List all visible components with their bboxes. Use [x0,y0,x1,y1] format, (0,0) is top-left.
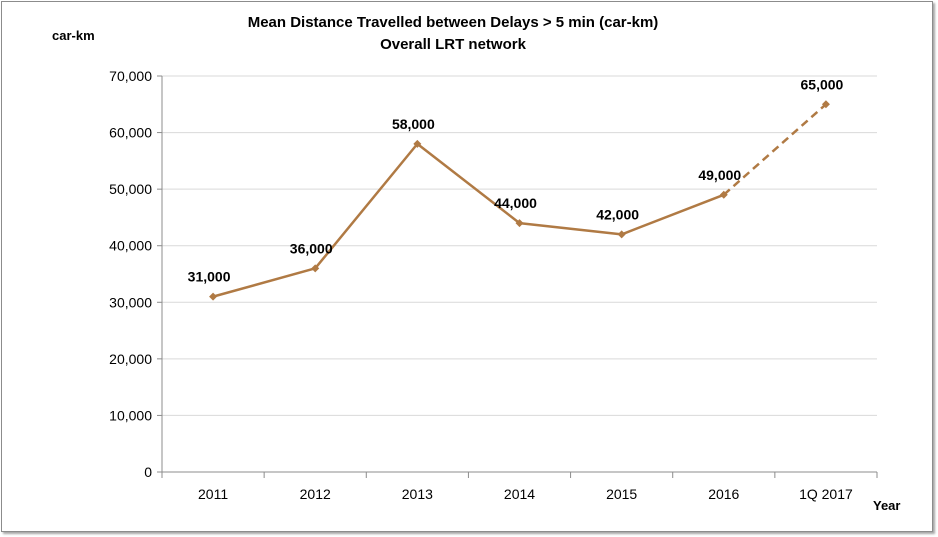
x-tick-label: 1Q 2017 [799,486,853,502]
data-label: 44,000 [494,195,537,211]
data-label: 36,000 [290,240,333,256]
axes [157,75,878,478]
gridlines [162,75,877,416]
data-point [515,219,524,228]
data-label: 31,000 [188,269,231,285]
y-tick-label: 0 [144,464,152,480]
data-label: 42,000 [596,206,639,222]
x-axis-label: Year [873,498,900,513]
x-tick-label: 2016 [708,486,739,502]
x-tick-label: 2013 [402,486,433,502]
data-label: 65,000 [801,76,844,92]
x-tick-labels: 2011 2012 2013 2014 2015 2016 1Q 2017 [198,486,853,502]
series-line-dashed [722,103,827,196]
y-tick-label: 30,000 [109,294,152,310]
series-line [212,103,827,298]
data-point [719,190,728,199]
y-tick-label: 10,000 [109,407,152,423]
y-tick-label: 70,000 [109,68,152,84]
data-label: 49,000 [698,167,741,183]
data-labels: 31,000 36,000 58,000 44,000 42,000 49,000 65,0… [188,76,844,284]
chart-subtitle: Overall LRT network [380,36,527,53]
y-tick-label: 60,000 [109,125,152,141]
data-point [311,264,320,273]
y-tick-label: 50,000 [109,181,152,197]
y-tick-labels: 0 10,000 20,000 30,000 40,000 50,000 60,000 70,… [109,68,152,480]
y-axis-label: car-km [52,28,95,43]
series-line-solid [212,142,725,298]
x-tick-label: 2014 [504,486,535,502]
y-tick-label: 20,000 [109,351,152,367]
chart-title: Mean Distance Travelled between Delays >… [248,14,659,31]
y-tick-label: 40,000 [109,238,152,254]
x-tick-label: 2012 [300,486,331,502]
data-point [209,292,218,301]
data-point [617,230,626,239]
data-point [821,100,830,109]
data-label: 58,000 [392,116,435,132]
x-tick-label: 2015 [606,486,637,502]
x-tick-label: 2011 [198,486,228,502]
data-point [413,139,422,148]
data-markers [209,100,830,301]
